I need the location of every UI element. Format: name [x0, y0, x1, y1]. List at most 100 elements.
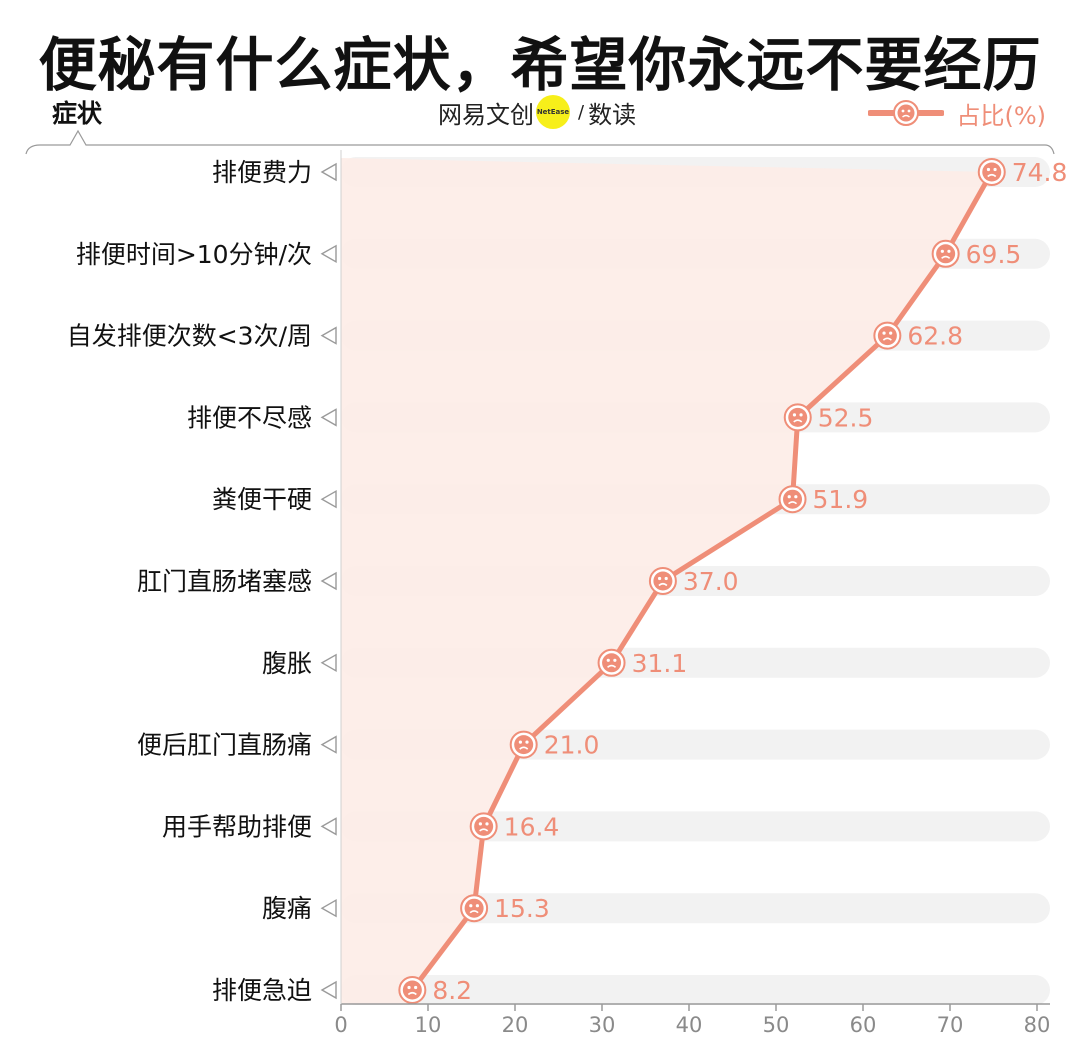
marker-eye [525, 740, 529, 744]
source-logo-badge: NetEase [536, 95, 570, 129]
category-pointer-icon [320, 653, 337, 673]
marker-mouth [607, 664, 617, 668]
marker-mouth [519, 746, 529, 750]
category-label: 粪便干硬 [212, 485, 312, 514]
marker-eye [407, 985, 411, 990]
marker-eye [940, 249, 944, 253]
marker-mouth [407, 991, 417, 996]
marker-eye [993, 167, 997, 172]
category-label: 腹痛 [262, 894, 312, 923]
marker-eye [606, 658, 610, 662]
x-tick-label: 10 [415, 1013, 442, 1037]
data-label: 69.5 [966, 240, 1022, 269]
data-label: 31.1 [632, 649, 688, 678]
marker-eye [947, 249, 951, 253]
marker-eye [485, 822, 489, 826]
row-track [341, 811, 1050, 842]
data-point-marker [778, 485, 807, 514]
category-label: 便后肛门直肠痛 [137, 731, 312, 760]
data-point-marker [398, 976, 427, 1004]
series-area [341, 158, 992, 1004]
data-label: 51.9 [813, 485, 869, 514]
data-point-marker [597, 648, 626, 677]
data-label: 52.5 [818, 403, 874, 432]
data-point-marker [873, 321, 902, 350]
marker-mouth [658, 582, 668, 587]
marker-mouth [479, 828, 489, 832]
chart-title: 便秘有什么症状，希望你永远不要经历 [38, 31, 1042, 99]
category-pointer-icon [320, 898, 337, 918]
marker-face [464, 898, 484, 918]
marker-face [877, 326, 897, 346]
data-point-marker [931, 239, 960, 268]
data-point-marker [648, 567, 677, 595]
x-tick-label: 30 [589, 1013, 616, 1037]
marker-eye [787, 495, 791, 499]
marker-mouth [882, 337, 892, 341]
x-tick-label: 80 [1024, 1013, 1051, 1037]
data-point-marker [460, 894, 489, 923]
source-logo: 网易文创 NetEase / 数读 [438, 94, 636, 130]
marker-face [936, 244, 956, 264]
marker-face [602, 653, 622, 673]
x-tick-label: 60 [850, 1013, 877, 1037]
marker-mouth [793, 419, 803, 423]
marker-eye [882, 331, 886, 335]
legend-marker [868, 100, 945, 126]
x-tick-label: 20 [502, 1013, 529, 1037]
data-point-marker [977, 158, 1006, 186]
category-label: 排便不尽感 [187, 403, 312, 432]
source-logo-left: 网易文创 [438, 100, 534, 129]
marker-eye [664, 576, 668, 581]
marker-eye [469, 904, 473, 908]
marker-eye [792, 413, 797, 417]
data-label: 15.3 [494, 894, 550, 923]
marker-mouth [941, 255, 951, 259]
data-point-marker [469, 812, 498, 841]
data-label: 37.0 [683, 567, 739, 596]
category-pointer-icon [320, 162, 337, 182]
marker-eye [613, 658, 617, 662]
category-label: 排便费力 [212, 158, 312, 187]
legend-label: 占比(%) [956, 101, 1046, 130]
marker-eye [794, 495, 798, 499]
category-pointer-icon [320, 408, 337, 427]
category-label: 用手帮助排便 [162, 812, 312, 841]
marker-face [982, 162, 1002, 182]
data-label: 8.2 [432, 976, 472, 1005]
category-label: 腹胀 [262, 649, 312, 678]
marker-eye [475, 904, 480, 908]
data-label: 62.8 [907, 322, 963, 351]
category-pointer-icon [320, 326, 337, 345]
marker-eye [478, 822, 482, 826]
source-logo-right: 数读 [588, 100, 637, 129]
marker-mouth [788, 501, 798, 505]
marker-eye [658, 576, 662, 581]
sad-face-icon [893, 100, 920, 126]
row-track [341, 893, 1050, 924]
legend: 占比(%) [868, 96, 1046, 130]
marker-face [402, 980, 422, 1000]
source-logo-slash: / [578, 101, 585, 123]
data-label: 16.4 [504, 812, 560, 841]
marker-eye [889, 331, 893, 335]
axis-title-bracket [25, 129, 1055, 155]
marker-face [474, 816, 494, 836]
category-label: 肛门直肠堵塞感 [137, 567, 312, 596]
x-tick-label: 0 [334, 1013, 347, 1037]
data-point-marker [783, 403, 812, 432]
category-pointer-icon [320, 489, 337, 509]
marker-face [788, 407, 808, 427]
x-tick-label: 40 [676, 1013, 703, 1037]
category-pointer-icon [320, 980, 337, 1000]
marker-face [783, 489, 803, 509]
category-pointer-icon [320, 244, 337, 264]
data-label: 21.0 [544, 731, 600, 760]
x-tick-label: 50 [763, 1013, 790, 1037]
data-label: 74.8 [1012, 158, 1068, 187]
category-label: 自发排便次数<3次/周 [67, 322, 312, 351]
category-label: 排便急迫 [212, 976, 312, 1005]
marker-eye [414, 985, 418, 990]
data-point-marker [509, 730, 538, 759]
